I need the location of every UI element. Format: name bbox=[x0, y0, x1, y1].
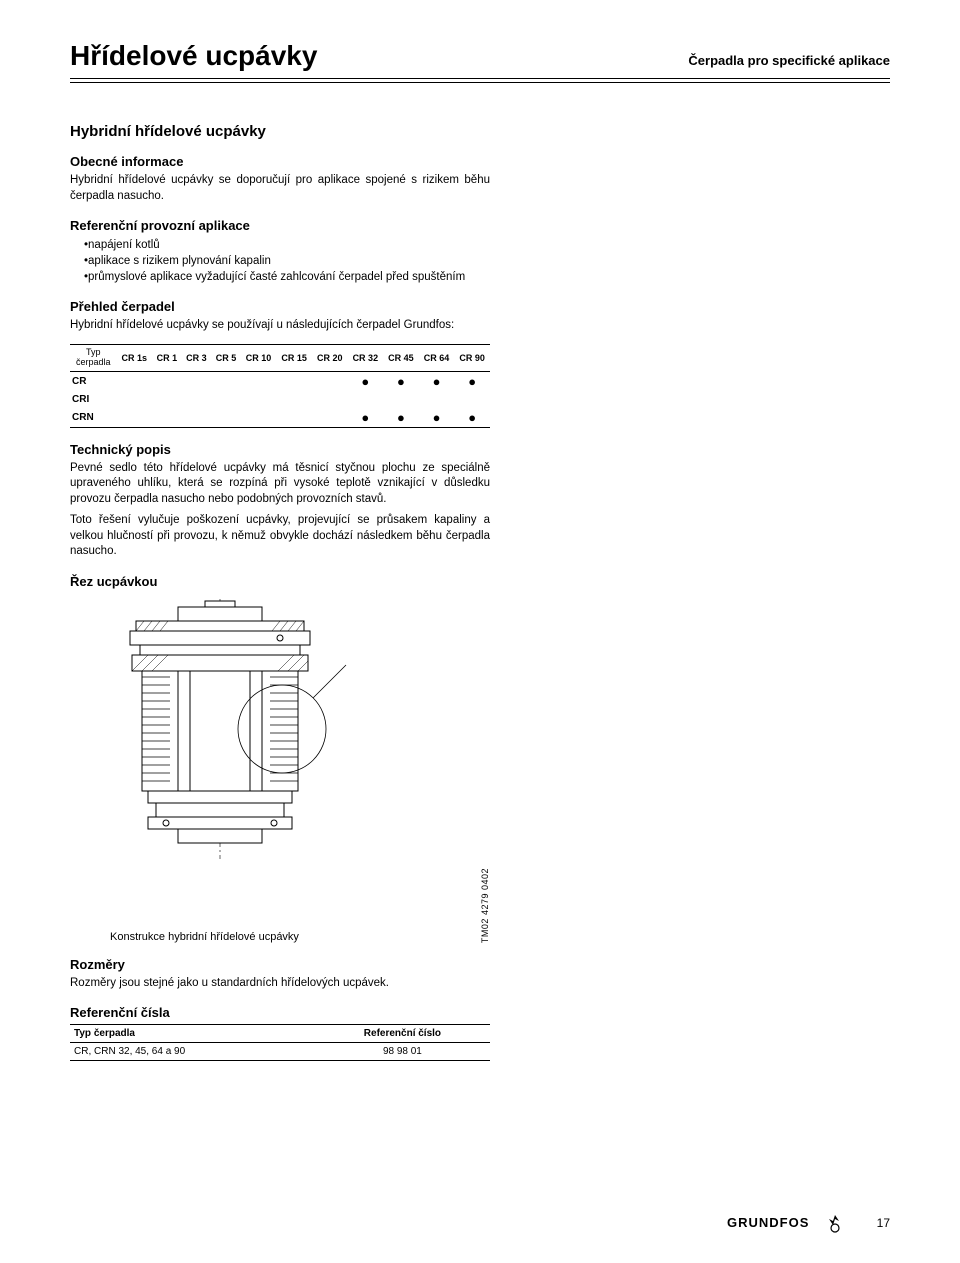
pump-col-header: CR 15 bbox=[276, 344, 312, 371]
pump-col-header: CR 5 bbox=[211, 344, 241, 371]
pump-row-label: CRN bbox=[70, 408, 116, 428]
pump-cell: ● bbox=[419, 371, 455, 391]
ref-numbers-table: Typ čerpadla Referenční číslo CR, CRN 32… bbox=[70, 1024, 490, 1061]
pump-cell bbox=[211, 408, 241, 428]
tech-p2: Toto řešení vylučuje poškození ucpávky, … bbox=[70, 513, 490, 560]
pump-col-header: CR 10 bbox=[241, 344, 277, 371]
pump-row-header: Typčerpadla bbox=[70, 344, 116, 371]
pump-cell bbox=[241, 408, 277, 428]
general-info-text: Hybridní hřídelové ucpávky se doporučují… bbox=[70, 173, 490, 204]
pump-cell: ● bbox=[383, 408, 419, 428]
ref-apps-list: napájení kotlůaplikace s rizikem plynová… bbox=[70, 237, 490, 285]
pump-table: TypčerpadlaCR 1sCR 1CR 3CR 5CR 10CR 15CR… bbox=[70, 344, 490, 428]
pump-cell bbox=[182, 371, 212, 391]
page-number: 17 bbox=[877, 1216, 890, 1230]
pump-cell bbox=[152, 391, 182, 408]
cross-section-heading: Řez ucpávkou bbox=[70, 574, 490, 589]
pump-cell bbox=[312, 391, 348, 408]
seal-diagram bbox=[70, 599, 490, 864]
pump-cell bbox=[276, 371, 312, 391]
ref-apps-heading: Referenční provozní aplikace bbox=[70, 218, 490, 233]
pump-cell bbox=[419, 391, 455, 408]
ref-apps-item: průmyslové aplikace vyžadující časté zah… bbox=[70, 269, 490, 285]
ref-col-0: Typ čerpadla bbox=[70, 1025, 315, 1043]
pump-cell bbox=[211, 371, 241, 391]
pump-cell bbox=[241, 391, 277, 408]
pump-cell bbox=[116, 371, 152, 391]
ref-cell: 98 98 01 bbox=[315, 1043, 490, 1061]
pump-col-header: CR 3 bbox=[182, 344, 212, 371]
pump-row-label: CRI bbox=[70, 391, 116, 408]
general-info-heading: Obecné informace bbox=[70, 154, 490, 169]
overview-heading: Přehled čerpadel bbox=[70, 299, 490, 314]
pump-cell bbox=[211, 391, 241, 408]
overview-text: Hybridní hřídelové ucpávky se používají … bbox=[70, 318, 490, 334]
pump-cell bbox=[152, 408, 182, 428]
pump-cell: ● bbox=[348, 408, 384, 428]
ref-col-1: Referenční číslo bbox=[315, 1025, 490, 1043]
tech-heading: Technický popis bbox=[70, 442, 490, 457]
page-subtitle: Čerpadla pro specifické aplikace bbox=[688, 53, 890, 68]
pump-cell bbox=[348, 391, 384, 408]
pump-cell bbox=[182, 408, 212, 428]
pump-col-header: CR 64 bbox=[419, 344, 455, 371]
pump-cell: ● bbox=[419, 408, 455, 428]
ref-apps-item: napájení kotlů bbox=[70, 237, 490, 253]
pump-cell: ● bbox=[348, 371, 384, 391]
pump-col-header: CR 32 bbox=[348, 344, 384, 371]
pump-cell: ● bbox=[454, 371, 490, 391]
ref-apps-item: aplikace s rizikem plynování kapalin bbox=[70, 253, 490, 269]
pump-cell bbox=[152, 371, 182, 391]
pump-col-header: CR 90 bbox=[454, 344, 490, 371]
diagram-caption: Konstrukce hybridní hřídelové ucpávky bbox=[70, 931, 472, 943]
pump-cell bbox=[454, 391, 490, 408]
pump-cell bbox=[241, 371, 277, 391]
ref-numbers-heading: Referenční čísla bbox=[70, 1005, 490, 1020]
tech-p1: Pevné sedlo této hřídelové ucpávky má tě… bbox=[70, 461, 490, 508]
pump-cell: ● bbox=[383, 371, 419, 391]
pump-col-header: CR 1 bbox=[152, 344, 182, 371]
diagram-code: TM02 4279 0402 bbox=[480, 868, 490, 943]
pump-cell bbox=[312, 408, 348, 428]
ref-cell: CR, CRN 32, 45, 64 a 90 bbox=[70, 1043, 315, 1061]
pump-cell: ● bbox=[454, 408, 490, 428]
pump-col-header: CR 1s bbox=[116, 344, 152, 371]
section-title: Hybridní hřídelové ucpávky bbox=[70, 123, 490, 140]
grundfos-logo: GRUNDFOS bbox=[727, 1213, 847, 1233]
pump-col-header: CR 45 bbox=[383, 344, 419, 371]
svg-text:GRUNDFOS: GRUNDFOS bbox=[727, 1215, 809, 1230]
pump-col-header: CR 20 bbox=[312, 344, 348, 371]
page-title: Hřídelové ucpávky bbox=[70, 40, 317, 72]
pump-row-label: CR bbox=[70, 371, 116, 391]
pump-cell bbox=[182, 391, 212, 408]
pump-cell bbox=[383, 391, 419, 408]
pump-cell bbox=[312, 371, 348, 391]
dimensions-heading: Rozměry bbox=[70, 957, 490, 972]
pump-cell bbox=[276, 391, 312, 408]
dimensions-text: Rozměry jsou stejné jako u standardních … bbox=[70, 976, 490, 992]
header-rule bbox=[70, 82, 890, 83]
pump-cell bbox=[116, 391, 152, 408]
pump-cell bbox=[116, 408, 152, 428]
pump-cell bbox=[276, 408, 312, 428]
